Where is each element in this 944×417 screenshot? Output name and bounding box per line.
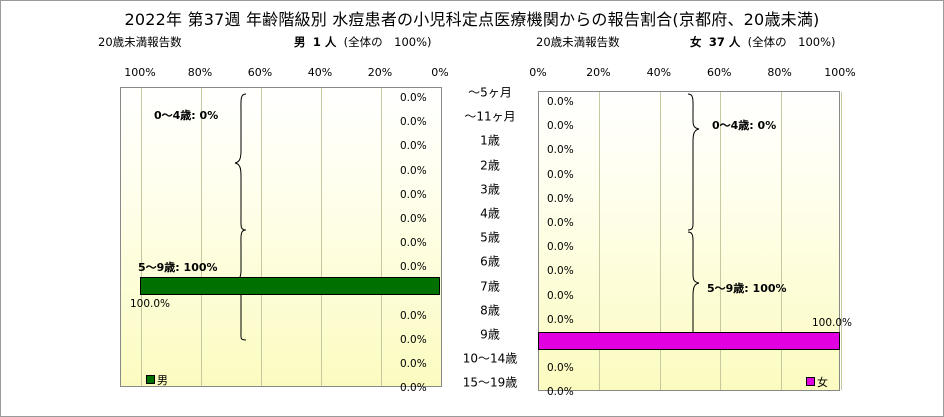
right-gridline: [720, 92, 722, 390]
left-group-5-9-label: 5～9歳: 100%: [138, 261, 218, 274]
right-value-label: 0.0%: [547, 144, 574, 157]
age-label: 1歳: [480, 133, 500, 148]
age-label: 6歳: [480, 254, 500, 269]
left-plot-area: [120, 87, 442, 387]
left-value-label: 0.0%: [400, 261, 427, 274]
left-tick-label: 0%: [431, 66, 449, 79]
left-gridline: [261, 88, 262, 386]
right-value-label: 0.0%: [547, 241, 574, 254]
right-sex: 女: [690, 35, 702, 49]
left-tick-label: 100%: [124, 66, 156, 79]
left-value-label: 0.0%: [400, 213, 427, 225]
right-value-label: 0.0%: [547, 289, 574, 302]
left-value-label: 0.0%: [400, 188, 427, 201]
right-legend-label: 女: [817, 376, 828, 389]
age-label: 2歳: [480, 158, 500, 173]
right-value-label: 0.0%: [547, 265, 574, 278]
left-legend-label: 男: [157, 374, 168, 387]
right-legend: 女: [806, 374, 828, 390]
chart-title: 2022年 第37週 年齢階級別 水痘患者の小児科定点医療機関からの報告割合(京…: [124, 10, 820, 29]
right-value-label: 0.0%: [547, 120, 574, 133]
right-gridline: [780, 92, 782, 390]
left-bar: [140, 276, 440, 295]
left-legend-swatch: [146, 375, 155, 384]
left-group-0-4-label: 0～4歳: 0%: [154, 109, 219, 122]
right-value-label: 0.0%: [547, 362, 574, 375]
age-label: 3歳: [480, 182, 500, 197]
right-value-label: 0.0%: [547, 386, 574, 399]
left-gridline: [321, 88, 322, 386]
left-value-label: 0.0%: [400, 382, 427, 395]
left-value-label: 0.0%: [400, 92, 427, 104]
age-label: 5歳: [480, 230, 500, 245]
left-share: (全体の 100%): [343, 35, 432, 49]
right-tick-label: 20%: [586, 66, 611, 79]
left-value-label: 0.0%: [400, 358, 427, 371]
right-group-0-4-label: 0～4歳: 0%: [712, 119, 777, 132]
right-value-label: 0.0%: [547, 96, 574, 108]
right-gridline: [841, 92, 842, 390]
left-sex: 男: [294, 35, 306, 49]
left-value-label: 0.0%: [400, 116, 427, 129]
age-label: 7歳: [480, 279, 500, 294]
right-summary: 女 37 人 (全体の 100%): [690, 34, 836, 50]
right-gridline: [659, 92, 661, 390]
right-value-label: 100.0%: [812, 317, 853, 329]
left-gridline: [201, 88, 202, 386]
age-label: ～5ヶ月: [468, 85, 512, 100]
right-value-label: 0.0%: [547, 192, 574, 205]
right-group-braces: [687, 93, 700, 345]
right-gridline: [599, 92, 601, 390]
age-label: 9歳: [480, 327, 500, 342]
age-label: ～11ヶ月: [464, 109, 516, 124]
right-value-label: 0.0%: [547, 168, 574, 181]
age-label: 4歳: [480, 206, 500, 221]
age-label: 15～19歳: [462, 375, 518, 390]
right-count: 37 人: [708, 35, 741, 49]
age-label: 8歳: [480, 303, 500, 318]
left-tick-label: 60%: [247, 66, 273, 79]
left-legend: 男: [146, 372, 168, 388]
right-group-5-9-label: 5～9歳: 100%: [707, 282, 787, 295]
left-group-braces: [234, 93, 247, 341]
left-tick-label: 20%: [367, 66, 393, 79]
left-gridline: [381, 88, 382, 386]
left-value-label: 0.0%: [400, 309, 427, 322]
left-value-label: 0.0%: [400, 237, 427, 250]
right-bar: [538, 332, 840, 350]
right-tick-label: 0%: [529, 66, 547, 79]
right-tick-label: 40%: [646, 66, 672, 79]
right-tick-label: 60%: [706, 66, 732, 79]
left-gridline: [141, 88, 142, 386]
right-brace-0-4: [687, 93, 700, 231]
right-tick-label: 80%: [767, 66, 792, 79]
right-legend-swatch: [806, 377, 815, 386]
left-caption: 20歳未満報告数: [98, 35, 182, 49]
left-value-label: 0.0%: [400, 140, 427, 153]
age-label: 10～14歳: [462, 351, 518, 366]
left-summary: 男 1 人 (全体の 100%): [294, 34, 432, 50]
left-value-label: 100.0%: [130, 297, 171, 310]
right-brace-5-9: [687, 231, 700, 345]
left-value-label: 0.0%: [400, 164, 427, 177]
left-tick-label: 80%: [187, 66, 213, 79]
left-count: 1 人: [312, 35, 337, 49]
left-value-label: 0.0%: [400, 334, 427, 346]
right-value-label: 0.0%: [547, 313, 574, 326]
left-tick-label: 40%: [307, 66, 333, 79]
right-share: (全体の 100%): [747, 35, 836, 49]
left-brace-0-4: [234, 93, 247, 231]
right-tick-label: 100%: [824, 66, 856, 79]
right-caption: 20歳未満報告数: [536, 35, 620, 49]
right-value-label: 0.0%: [547, 217, 574, 229]
